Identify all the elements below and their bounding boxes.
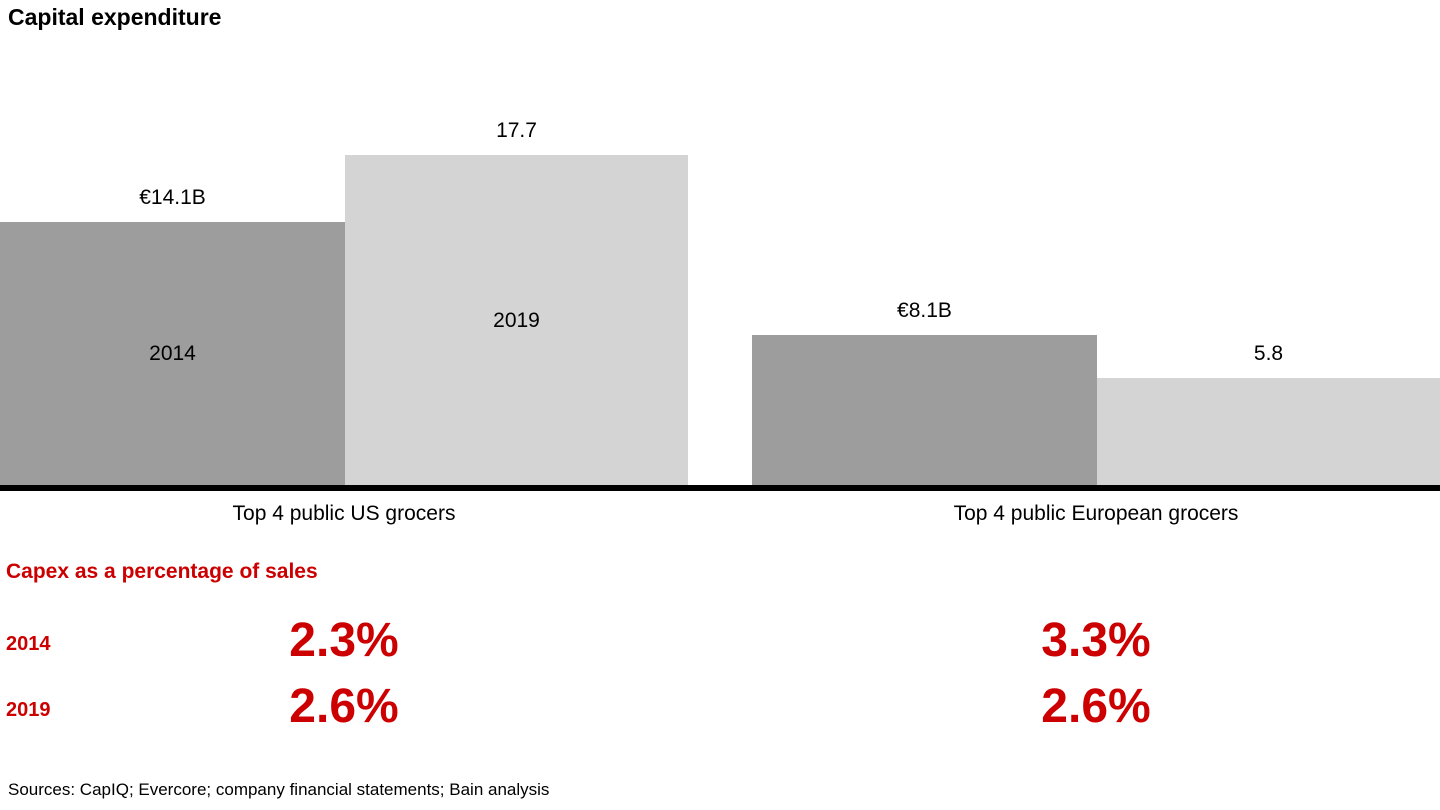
capex-value-us-2019: 2.6% [289,680,399,733]
bar-value-label-us-2014: €14.1B [139,186,206,210]
page-title: Capital expenditure [8,4,222,30]
capex-row-2014: 2014 2.3% 3.3% [0,610,1440,668]
capex-value-us-2014: 2.3% [289,614,399,667]
capex-value-europe-2014: 3.3% [1041,614,1151,667]
bar-chart-plot: €14.1B 2014 17.7 2019 €8.1B 5.8 [0,119,1440,486]
bar-us-2014: €14.1B 2014 [0,186,345,486]
bar-year-label-us-2014: 2014 [149,342,196,366]
capex-row-year-2019: 2019 [6,699,51,721]
category-label-europe: Top 4 public European grocers [953,502,1239,525]
capex-section-heading: Capex as a percentage of sales [6,560,318,583]
bar-value-label-eu-2019: 5.8 [1253,341,1284,365]
bar-value-label-eu-2014: €8.1B [897,298,952,322]
bar-year-label-us-2019: 2019 [493,308,540,332]
bar-eu-2014: €8.1B [752,299,1097,486]
capex-row-year-2014: 2014 [6,633,51,655]
capex-row-2019: 2019 2.6% 2.6% [0,676,1440,734]
sources-note: Sources: CapIQ; Evercore; company financ… [8,780,550,799]
bar-value-label-us-2019: 17.7 [496,119,537,143]
x-axis-line [0,485,1440,491]
category-label-us: Top 4 public US grocers [232,502,456,525]
capex-value-europe-2019: 2.6% [1041,680,1151,733]
bar-eu-2019: 5.8 [1097,342,1440,486]
bar-us-2019: 17.7 2019 [345,119,688,486]
